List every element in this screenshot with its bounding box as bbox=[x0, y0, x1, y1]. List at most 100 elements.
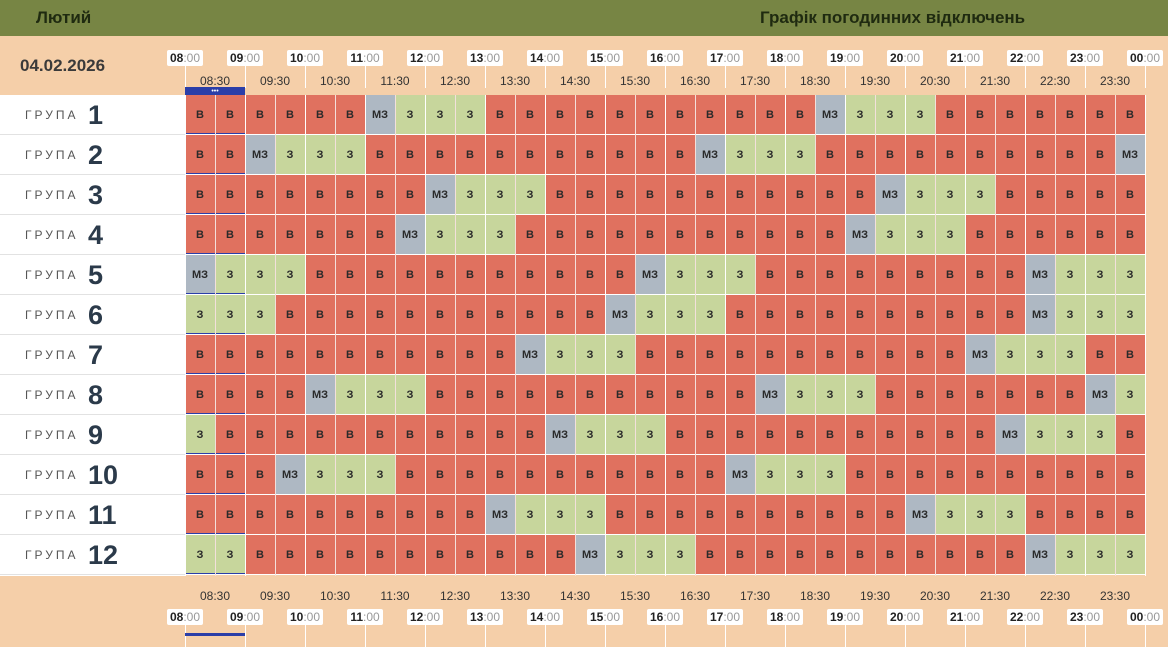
schedule-cell[interactable]: В bbox=[425, 255, 455, 295]
schedule-cell[interactable]: В bbox=[545, 135, 575, 175]
schedule-cell[interactable]: В bbox=[785, 415, 815, 455]
schedule-cell[interactable]: В bbox=[275, 175, 305, 215]
schedule-cell[interactable]: З bbox=[245, 295, 275, 335]
schedule-cell[interactable]: В bbox=[245, 455, 275, 495]
schedule-cell[interactable]: В bbox=[1115, 415, 1145, 455]
schedule-cell[interactable]: В bbox=[935, 535, 965, 575]
schedule-cell[interactable]: В bbox=[455, 135, 485, 175]
schedule-cell[interactable]: В bbox=[455, 255, 485, 295]
schedule-cell[interactable]: В bbox=[545, 255, 575, 295]
schedule-cell[interactable]: МЗ bbox=[905, 495, 935, 535]
schedule-cell[interactable]: В bbox=[245, 175, 275, 215]
schedule-cell[interactable]: З bbox=[785, 455, 815, 495]
schedule-cell[interactable]: З bbox=[575, 335, 605, 375]
schedule-cell[interactable]: В bbox=[515, 375, 545, 415]
schedule-cell[interactable]: В bbox=[185, 455, 215, 495]
schedule-cell[interactable]: В bbox=[545, 95, 575, 135]
schedule-cell[interactable]: В bbox=[545, 455, 575, 495]
schedule-cell[interactable]: В bbox=[1085, 455, 1115, 495]
schedule-cell[interactable]: В bbox=[515, 295, 545, 335]
schedule-cell[interactable]: В bbox=[605, 495, 635, 535]
schedule-cell[interactable]: В bbox=[365, 215, 395, 255]
schedule-cell[interactable]: МЗ bbox=[1025, 255, 1055, 295]
schedule-cell[interactable]: З bbox=[995, 495, 1025, 535]
schedule-cell[interactable]: В bbox=[935, 255, 965, 295]
schedule-cell[interactable]: В bbox=[1115, 215, 1145, 255]
schedule-cell[interactable]: В bbox=[275, 495, 305, 535]
schedule-cell[interactable]: В bbox=[815, 415, 845, 455]
schedule-cell[interactable]: В bbox=[1085, 95, 1115, 135]
schedule-cell[interactable]: В bbox=[665, 175, 695, 215]
schedule-cell[interactable]: В bbox=[425, 535, 455, 575]
schedule-cell[interactable]: В bbox=[245, 375, 275, 415]
schedule-cell[interactable]: В bbox=[995, 255, 1025, 295]
schedule-cell[interactable]: З bbox=[275, 255, 305, 295]
schedule-cell[interactable]: З bbox=[1055, 535, 1085, 575]
schedule-cell[interactable]: В bbox=[305, 95, 335, 135]
schedule-cell[interactable]: В bbox=[335, 175, 365, 215]
schedule-cell[interactable]: З bbox=[365, 375, 395, 415]
schedule-cell[interactable]: В bbox=[875, 295, 905, 335]
schedule-cell[interactable]: В bbox=[995, 135, 1025, 175]
schedule-cell[interactable]: З bbox=[665, 535, 695, 575]
schedule-cell[interactable]: З bbox=[815, 455, 845, 495]
schedule-cell[interactable]: В bbox=[695, 375, 725, 415]
schedule-cell[interactable]: В bbox=[485, 135, 515, 175]
schedule-cell[interactable]: В bbox=[995, 535, 1025, 575]
schedule-cell[interactable]: З bbox=[635, 415, 665, 455]
schedule-cell[interactable]: В bbox=[425, 495, 455, 535]
schedule-cell[interactable]: В bbox=[665, 135, 695, 175]
schedule-cell[interactable]: В bbox=[425, 295, 455, 335]
schedule-cell[interactable]: З bbox=[995, 335, 1025, 375]
schedule-cell[interactable]: З bbox=[1115, 375, 1145, 415]
schedule-cell[interactable]: В bbox=[665, 335, 695, 375]
schedule-cell[interactable]: З bbox=[545, 495, 575, 535]
schedule-cell[interactable]: З bbox=[605, 415, 635, 455]
schedule-cell[interactable]: В bbox=[905, 295, 935, 335]
schedule-cell[interactable]: В bbox=[455, 375, 485, 415]
schedule-cell[interactable]: В bbox=[275, 415, 305, 455]
schedule-cell[interactable]: МЗ bbox=[275, 455, 305, 495]
schedule-cell[interactable]: З bbox=[575, 415, 605, 455]
schedule-cell[interactable]: З bbox=[305, 455, 335, 495]
schedule-cell[interactable]: В bbox=[995, 455, 1025, 495]
schedule-cell[interactable]: З bbox=[1085, 535, 1115, 575]
schedule-cell[interactable]: В bbox=[1055, 375, 1085, 415]
schedule-cell[interactable]: В bbox=[935, 135, 965, 175]
schedule-cell[interactable]: В bbox=[845, 455, 875, 495]
schedule-cell[interactable]: В bbox=[1055, 455, 1085, 495]
schedule-cell[interactable]: В bbox=[845, 255, 875, 295]
schedule-cell[interactable]: В bbox=[575, 255, 605, 295]
schedule-cell[interactable]: В bbox=[755, 255, 785, 295]
schedule-cell[interactable]: В bbox=[1025, 215, 1055, 255]
schedule-cell[interactable]: МЗ bbox=[185, 255, 215, 295]
schedule-cell[interactable]: З bbox=[965, 175, 995, 215]
schedule-cell[interactable]: В bbox=[695, 535, 725, 575]
schedule-cell[interactable]: В bbox=[725, 215, 755, 255]
schedule-cell[interactable]: В bbox=[965, 375, 995, 415]
schedule-cell[interactable]: В bbox=[545, 215, 575, 255]
schedule-cell[interactable]: В bbox=[845, 495, 875, 535]
schedule-cell[interactable]: В bbox=[215, 175, 245, 215]
schedule-cell[interactable]: В bbox=[305, 255, 335, 295]
schedule-cell[interactable]: В bbox=[635, 215, 665, 255]
schedule-cell[interactable]: В bbox=[395, 415, 425, 455]
schedule-cell[interactable]: В bbox=[665, 215, 695, 255]
schedule-cell[interactable]: МЗ bbox=[425, 175, 455, 215]
schedule-cell[interactable]: З bbox=[1085, 415, 1115, 455]
schedule-cell[interactable]: З bbox=[605, 335, 635, 375]
schedule-cell[interactable]: З bbox=[215, 255, 245, 295]
schedule-cell[interactable]: З bbox=[605, 535, 635, 575]
schedule-cell[interactable]: В bbox=[515, 255, 545, 295]
schedule-cell[interactable]: З bbox=[1115, 255, 1145, 295]
schedule-cell[interactable]: З bbox=[935, 175, 965, 215]
schedule-cell[interactable]: В bbox=[725, 295, 755, 335]
schedule-cell[interactable]: В bbox=[485, 415, 515, 455]
schedule-cell[interactable]: З bbox=[455, 95, 485, 135]
schedule-cell[interactable]: В bbox=[1115, 495, 1145, 535]
schedule-cell[interactable]: В bbox=[485, 455, 515, 495]
schedule-cell[interactable]: З bbox=[1055, 415, 1085, 455]
schedule-cell[interactable]: В bbox=[935, 415, 965, 455]
schedule-cell[interactable]: З bbox=[395, 95, 425, 135]
schedule-cell[interactable]: В bbox=[725, 95, 755, 135]
